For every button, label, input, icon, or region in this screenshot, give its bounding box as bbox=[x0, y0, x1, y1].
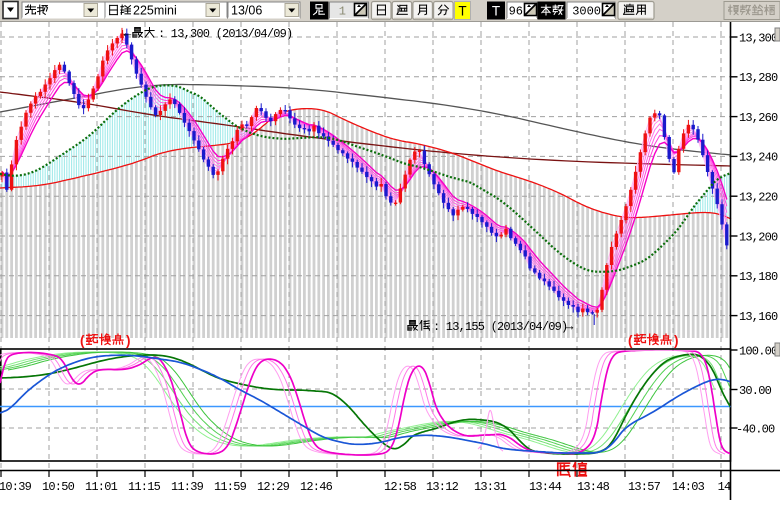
svg-text:13,200: 13,200 bbox=[739, 230, 778, 244]
svg-text:13,240: 13,240 bbox=[739, 151, 778, 165]
svg-text:13,260: 13,260 bbox=[739, 111, 778, 125]
svg-text:13,160: 13,160 bbox=[739, 310, 778, 324]
svg-text:: 13,300 (2013/04/09): : 13,300 (2013/04/09) bbox=[158, 27, 292, 41]
svg-text:(: ( bbox=[80, 333, 85, 348]
svg-text:11:39: 11:39 bbox=[171, 480, 204, 494]
svg-text:96: 96 bbox=[509, 5, 523, 19]
svg-text:13:31: 13:31 bbox=[474, 480, 507, 494]
svg-text:←: ← bbox=[121, 25, 134, 40]
svg-text:13:48: 13:48 bbox=[577, 480, 610, 494]
svg-text:14: 14 bbox=[718, 480, 731, 494]
svg-text:14:03: 14:03 bbox=[672, 480, 705, 494]
svg-text:11:59: 11:59 bbox=[214, 480, 247, 494]
svg-text:13:12: 13:12 bbox=[426, 480, 459, 494]
svg-text:10:50: 10:50 bbox=[42, 480, 75, 494]
svg-text:100.00: 100.00 bbox=[739, 344, 778, 358]
svg-text:13,220: 13,220 bbox=[739, 191, 778, 205]
svg-text:225mini: 225mini bbox=[133, 4, 177, 18]
svg-text:): ) bbox=[126, 333, 131, 348]
svg-text:): ) bbox=[674, 333, 679, 348]
svg-text:T: T bbox=[492, 4, 500, 19]
svg-text:13,280: 13,280 bbox=[739, 71, 778, 85]
svg-text:12:46: 12:46 bbox=[300, 480, 333, 494]
svg-text:11:01: 11:01 bbox=[85, 480, 118, 494]
svg-text:13,300: 13,300 bbox=[739, 31, 778, 45]
svg-text:→: → bbox=[563, 318, 576, 333]
svg-text:13:57: 13:57 bbox=[628, 480, 661, 494]
svg-text:30.00: 30.00 bbox=[739, 384, 772, 398]
svg-text:13,180: 13,180 bbox=[739, 270, 778, 284]
svg-text:12:58: 12:58 bbox=[384, 480, 417, 494]
svg-text:12:29: 12:29 bbox=[257, 480, 290, 494]
svg-text:: 13,155 (2013/04/09): : 13,155 (2013/04/09) bbox=[433, 320, 567, 334]
svg-text:-40.00: -40.00 bbox=[736, 422, 775, 436]
svg-text:1: 1 bbox=[339, 5, 346, 19]
svg-text:11:15: 11:15 bbox=[128, 480, 161, 494]
svg-text:13:44: 13:44 bbox=[529, 480, 562, 494]
svg-text:10:39: 10:39 bbox=[0, 480, 32, 494]
svg-text:T: T bbox=[458, 4, 466, 19]
svg-text:13/06: 13/06 bbox=[231, 4, 262, 18]
svg-text:(: ( bbox=[628, 333, 633, 348]
svg-text:3000: 3000 bbox=[572, 5, 601, 19]
